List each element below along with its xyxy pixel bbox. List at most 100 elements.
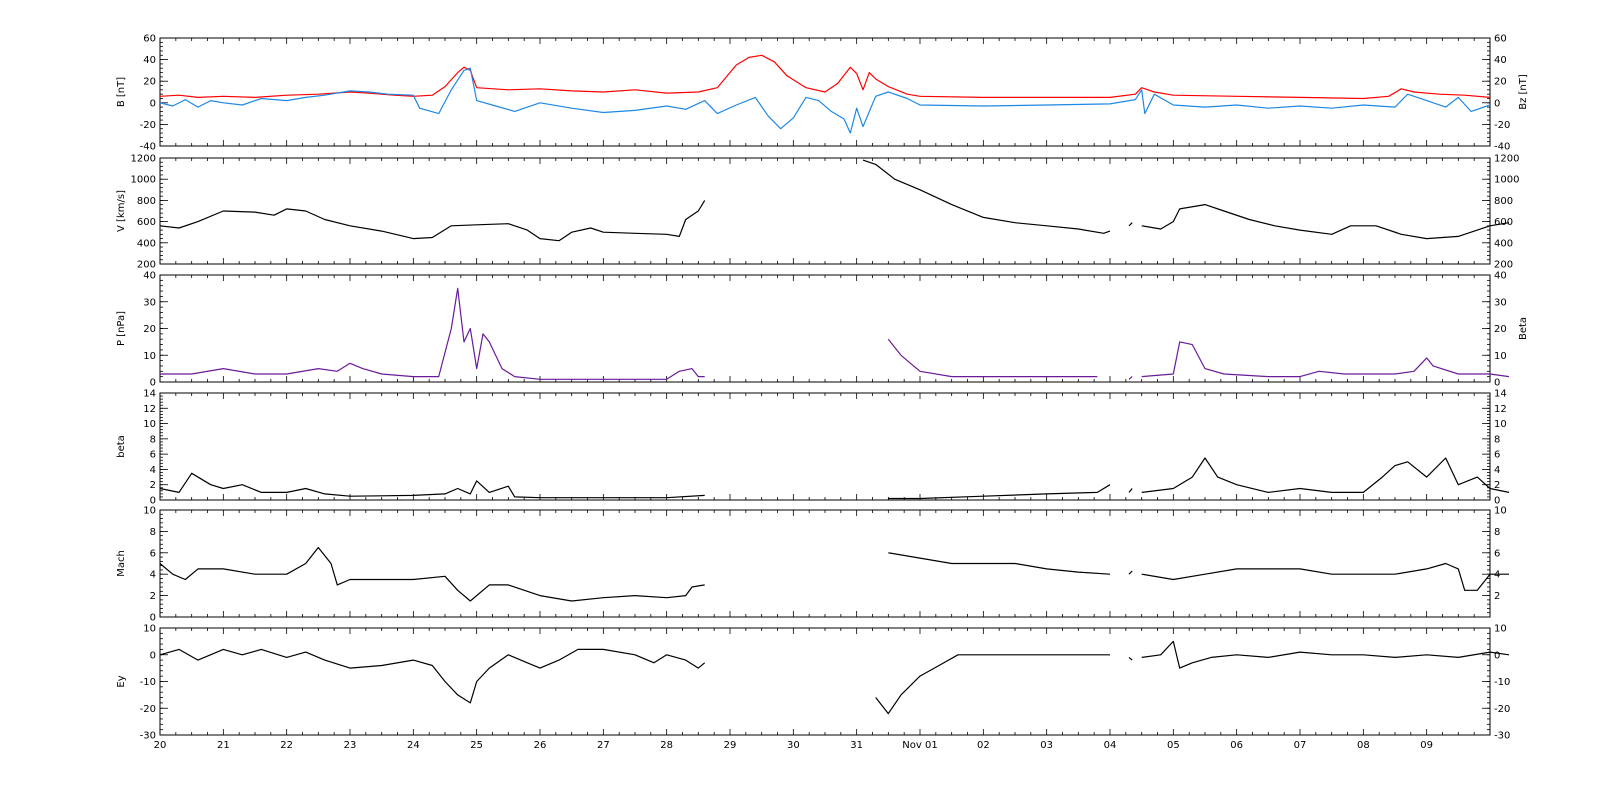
x-axis: 20 21 22 23 24 25 26 27 28 29 30 31 Nov 01 02 03 04 05 06… bbox=[154, 740, 1433, 751]
y-tick-label: 40 bbox=[143, 271, 156, 282]
y-tick-label: 8 bbox=[150, 434, 156, 445]
x-tick-label: 08 bbox=[1357, 740, 1370, 751]
panel-ey: -30 -20 -10 0 10 -30 -20 -10 0 10 Ey bbox=[116, 624, 1510, 742]
series-line-b-0 bbox=[159, 54, 1491, 100]
panel-beta: 0 2 4 6 8 10 12 14 0 2 4 6 8 10 12 14 beta bbox=[116, 389, 1510, 507]
y-axis-label: beta bbox=[116, 435, 127, 458]
x-tick-label: 09 bbox=[1420, 740, 1433, 751]
x-tick-label: 02 bbox=[977, 740, 990, 751]
y-right-tick-label: -20 bbox=[1494, 120, 1510, 131]
panel-frame bbox=[159, 274, 1491, 383]
series-line-v-0 bbox=[1128, 222, 1133, 227]
y-tick-label: -20 bbox=[140, 704, 156, 715]
y-tick-label: 200 bbox=[137, 260, 156, 271]
y-tick-label: 0 bbox=[150, 650, 156, 661]
y-right-tick-label: 8 bbox=[1494, 527, 1500, 538]
y-tick-label: 6 bbox=[150, 450, 156, 461]
series-line-p-0 bbox=[160, 287, 705, 380]
y-tick-label: 30 bbox=[143, 297, 156, 308]
y-tick-label: 4 bbox=[150, 465, 156, 476]
x-tick-label: 31 bbox=[850, 740, 863, 751]
y-tick-label: 10 bbox=[143, 351, 156, 362]
y-tick-label: 400 bbox=[137, 238, 156, 249]
y-tick-label: -40 bbox=[140, 142, 156, 153]
y-right-tick-label: 1200 bbox=[1494, 154, 1519, 165]
y-tick-label: 10 bbox=[143, 506, 156, 517]
y-right-tick-label: 10 bbox=[1494, 624, 1507, 635]
y-right-tick-label: 4 bbox=[1494, 465, 1500, 476]
series-line-v-0 bbox=[159, 200, 706, 242]
y-right-tick-label: 0 bbox=[1494, 98, 1500, 109]
x-tick-label: 06 bbox=[1230, 740, 1243, 751]
panel-frame bbox=[159, 627, 1491, 736]
y-tick-label: 0 bbox=[150, 98, 156, 109]
x-tick-label: 07 bbox=[1294, 740, 1307, 751]
y-right-tick-label: 4 bbox=[1494, 570, 1500, 581]
y-axis-label: B [nT] bbox=[116, 77, 127, 107]
y-right-tick-label: 20 bbox=[1494, 324, 1507, 335]
series-line-beta-0 bbox=[1128, 488, 1133, 493]
y-right-tick-label: 8 bbox=[1494, 434, 1500, 445]
y-tick-label: -10 bbox=[140, 677, 156, 688]
y-axis-label: Mach bbox=[116, 550, 127, 577]
y-right-tick-label: 6 bbox=[1494, 548, 1500, 559]
panel-mach: 0 2 4 6 8 10 2 4 6 8 10 Mach bbox=[116, 506, 1509, 624]
y-right-tick-label: 14 bbox=[1494, 389, 1507, 400]
y-tick-label: 20 bbox=[143, 324, 156, 335]
series-line-mach-0 bbox=[1141, 562, 1509, 591]
panel-p: 0 10 20 30 40 0 10 20 30 40 P [nPa] Beta bbox=[116, 271, 1529, 389]
y-tick-label: 600 bbox=[137, 217, 156, 228]
y-right-tick-label: 30 bbox=[1494, 297, 1507, 308]
y-right-tick-label: 10 bbox=[1494, 351, 1507, 362]
x-tick-label: 27 bbox=[597, 740, 610, 751]
y-axis-label: P [nPa] bbox=[116, 311, 127, 346]
y-tick-label: 6 bbox=[150, 548, 156, 559]
y-tick-label: 1000 bbox=[131, 175, 156, 186]
y-right-tick-label: 0 bbox=[1494, 378, 1500, 389]
series-line-b-1 bbox=[159, 67, 1491, 134]
y-right-tick-label: 800 bbox=[1494, 196, 1513, 207]
series-line-ey-0 bbox=[1128, 656, 1133, 661]
y-right-tick-label: 0 bbox=[1494, 650, 1500, 661]
y-right-tick-label: -10 bbox=[1494, 677, 1510, 688]
y-axis-label-right: Bz [nT] bbox=[1518, 74, 1529, 110]
series-line-mach-0 bbox=[159, 546, 705, 602]
x-tick-label: 23 bbox=[344, 740, 357, 751]
y-tick-label: 0 bbox=[150, 378, 156, 389]
y-right-tick-label: 400 bbox=[1494, 238, 1513, 249]
panel-b: -40 -20 0 20 40 60 -40 -20 0 20 40 60 B [nT] Bz [nT] bbox=[116, 34, 1529, 153]
panel-frame bbox=[159, 392, 1491, 501]
y-tick-label: 4 bbox=[150, 570, 156, 581]
series-line-v-0 bbox=[1141, 204, 1510, 240]
panel-frame bbox=[159, 509, 1491, 618]
series-line-beta-0 bbox=[1141, 457, 1510, 493]
y-tick-label: 14 bbox=[143, 389, 156, 400]
y-tick-label: 2 bbox=[150, 480, 156, 491]
series-line-ey-0 bbox=[159, 648, 706, 704]
x-tick-label: Nov 01 bbox=[902, 740, 937, 751]
x-tick-label: 22 bbox=[280, 740, 293, 751]
y-tick-label: 10 bbox=[143, 624, 156, 635]
y-tick-label: 10 bbox=[143, 419, 156, 430]
y-tick-label: 8 bbox=[150, 527, 156, 538]
series-line-ey-0 bbox=[1141, 640, 1510, 669]
y-right-tick-label: 200 bbox=[1494, 260, 1513, 271]
y-tick-label: 40 bbox=[143, 55, 156, 66]
x-tick-label: 04 bbox=[1104, 740, 1117, 751]
y-tick-label: 12 bbox=[143, 404, 156, 415]
x-tick-label: 05 bbox=[1167, 740, 1180, 751]
x-tick-label: 26 bbox=[534, 740, 547, 751]
y-right-tick-label: 60 bbox=[1494, 34, 1507, 45]
y-right-tick-label: -20 bbox=[1494, 704, 1510, 715]
y-right-tick-label: 10 bbox=[1494, 419, 1507, 430]
y-right-tick-label: 2 bbox=[1494, 480, 1500, 491]
y-tick-label: 0 bbox=[150, 496, 156, 507]
series-line-p-0 bbox=[1128, 376, 1133, 380]
series-line-mach-0 bbox=[888, 552, 1111, 575]
y-axis-label: V [km/s] bbox=[116, 190, 127, 232]
y-right-tick-label: 0 bbox=[1494, 496, 1500, 507]
x-tick-label: 21 bbox=[217, 740, 230, 751]
series-line-p-0 bbox=[887, 338, 1098, 378]
y-tick-label: 0 bbox=[150, 613, 156, 624]
